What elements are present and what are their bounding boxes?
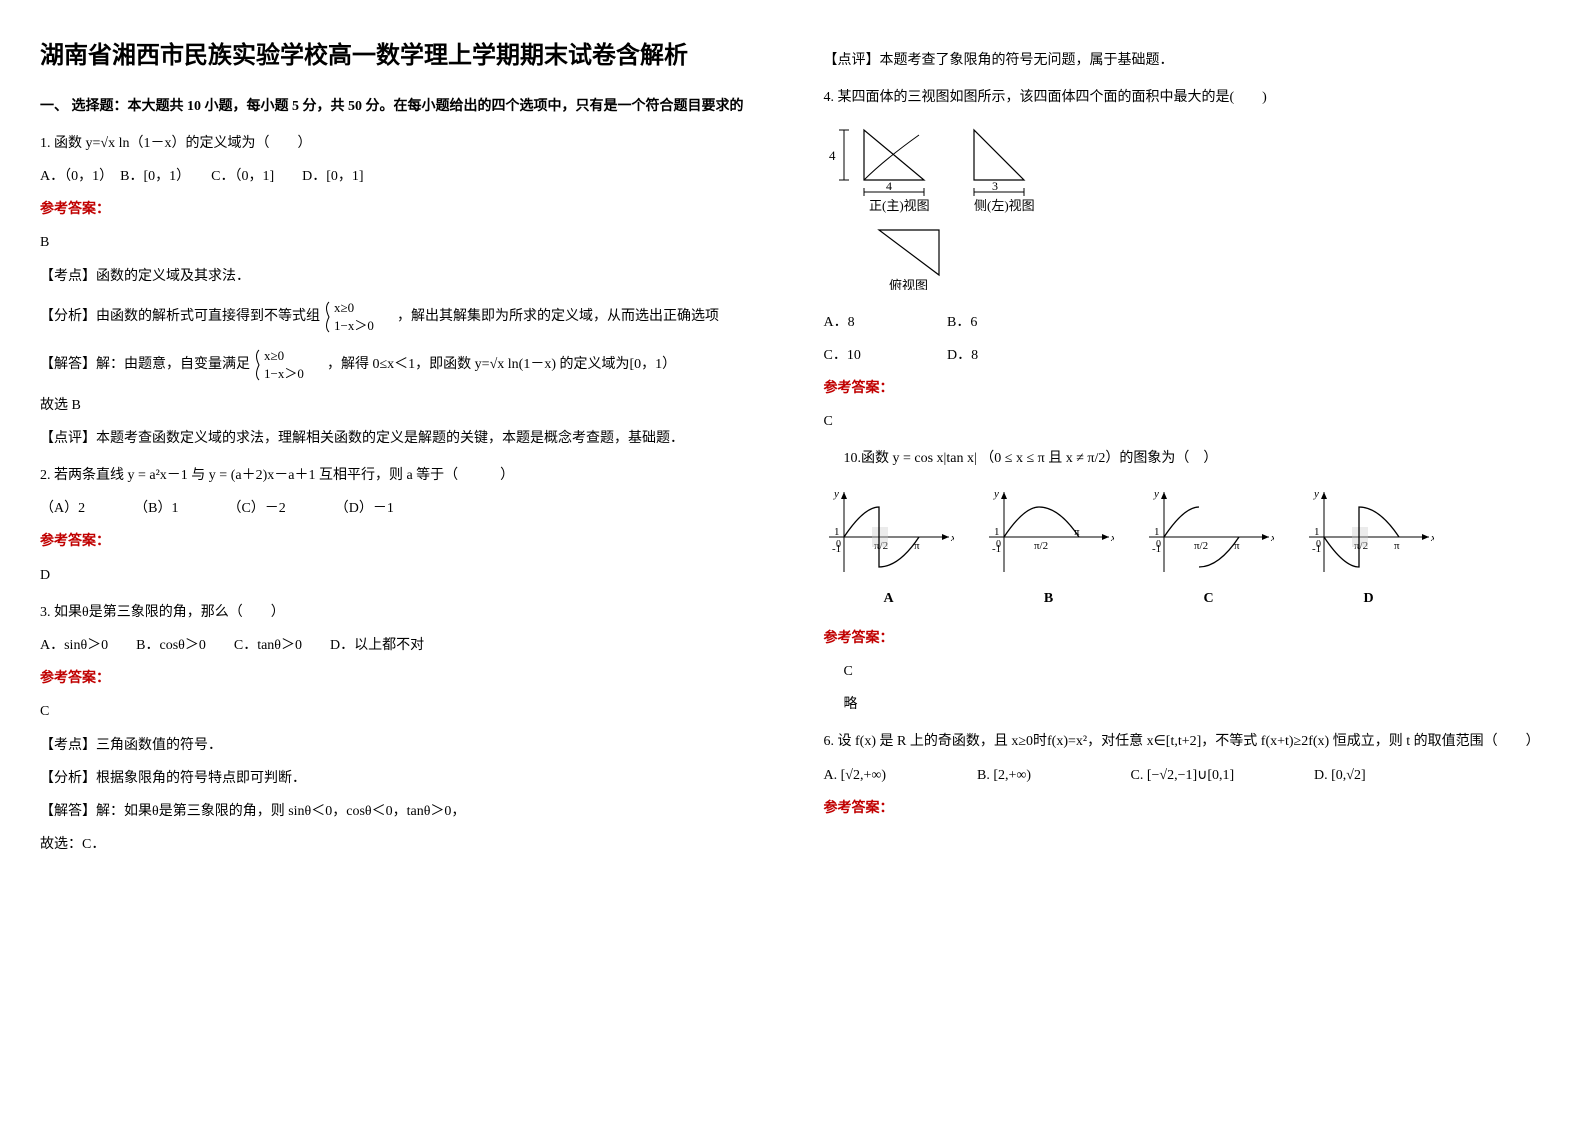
answer-label: 参考答案： — [824, 796, 1548, 821]
answer-label: 参考答案： — [40, 197, 764, 222]
q4-options-2: C．10 D．8 — [824, 343, 1548, 368]
svg-text:x≥0: x≥0 — [264, 348, 284, 363]
q6-optB: B. [2,+∞) — [977, 763, 1127, 788]
graph-b: x y 1 -1 0 π/2 π B — [984, 487, 1114, 611]
svg-text:x: x — [950, 532, 954, 544]
graph-a-label: A — [824, 586, 954, 611]
question-3: 3. 如果θ是第三象限的角，那么（ ） A．sinθ＞0 B．cosθ＞0 C．… — [40, 600, 764, 858]
front-view-label: 正(主)视图 — [869, 198, 930, 213]
svg-text:x: x — [1430, 532, 1434, 544]
q4-options: A．8 B．6 — [824, 310, 1548, 335]
svg-text:y: y — [993, 488, 999, 500]
q6-optD: D. [0,√2] — [1314, 768, 1366, 783]
q4-text: 4. 某四面体的三视图如图所示，该四面体四个面的面积中最大的是( ) — [824, 85, 1548, 110]
q4-optA: A．8 — [824, 310, 944, 335]
page-title: 湖南省湘西市民族实验学校高一数学理上学期期末试卷含解析 — [40, 40, 764, 74]
svg-text:π/2: π/2 — [1034, 540, 1048, 552]
q3-text: 3. 如果θ是第三象限的角，那么（ ） — [40, 600, 764, 625]
svg-text:y: y — [1153, 488, 1159, 500]
q3-review: 【点评】本题考查了象限角的符号无问题，属于基础题． — [824, 48, 1548, 73]
q3-exam-point: 【考点】三角函数值的符号． — [40, 733, 764, 758]
svg-text:1: 1 — [1314, 526, 1320, 538]
side-view-label: 侧(左)视图 — [974, 198, 1035, 213]
q1-analysis: 【分析】由函数的解析式可直接得到不等式组 x≥0 1−x＞0 ，解出其解集即为所… — [40, 297, 764, 337]
question-10: 10.函数 y = cos x|tan x| （0 ≤ x ≤ π 且 x ≠ … — [824, 446, 1548, 717]
q10-graphs: x y 1 -1 0 π/2 π A — [824, 487, 1548, 611]
q2-options: （A）2 （B）1 （C）－2 （D）－1 — [40, 496, 764, 521]
svg-text:y: y — [833, 488, 839, 500]
svg-text:x: x — [1270, 532, 1274, 544]
q4-optC: C．10 — [824, 343, 944, 368]
q6-options: A. [√2,+∞) B. [2,+∞) C. [−√2,−1]∪[0,1] D… — [824, 763, 1548, 788]
brace-icon: x≥0 1−x＞0 — [324, 297, 394, 337]
q10-note: 略 — [844, 692, 1548, 717]
svg-text:4: 4 — [829, 148, 836, 163]
svg-text:0: 0 — [1156, 539, 1161, 550]
q1-answer: B — [40, 230, 764, 255]
q1-solution: 【解答】解：由题意，自变量满足 x≥0 1−x＞0 ，解得 0≤x＜1，即函数 … — [40, 345, 764, 385]
svg-text:1: 1 — [1154, 526, 1160, 538]
svg-text:x: x — [1110, 532, 1114, 544]
question-1: 1. 函数 y=√x ln（1－x）的定义域为（ ） A．（0，1） B．[0，… — [40, 131, 764, 451]
q1-exam-point: 【考点】函数的定义域及其求法． — [40, 264, 764, 289]
q3-conclusion: 故选：C． — [40, 832, 764, 857]
answer-label: 参考答案： — [40, 666, 764, 691]
q6-optA: A. [√2,+∞) — [824, 763, 974, 788]
section-header: 一、 选择题：本大题共 10 小题，每小题 5 分，共 50 分。在每小题给出的… — [40, 94, 764, 119]
svg-text:0: 0 — [1316, 539, 1321, 550]
svg-text:π/2: π/2 — [1194, 540, 1208, 552]
q4-optD: D．8 — [947, 348, 978, 363]
question-4: 4. 某四面体的三视图如图所示，该四面体四个面的面积中最大的是( ) 4 — [824, 85, 1548, 434]
q1-review: 【点评】本题考查函数定义域的求法，理解相关函数的定义是解题的关键，本题是概念考查… — [40, 426, 764, 451]
svg-text:3: 3 — [992, 179, 998, 193]
svg-text:1: 1 — [834, 526, 840, 538]
question-6: 6. 设 f(x) 是 R 上的奇函数，且 x≥0时f(x)=x²，对任意 x∈… — [824, 729, 1548, 821]
q1-conclusion: 故选 B — [40, 393, 764, 418]
svg-text:1−x＞0: 1−x＞0 — [334, 318, 374, 333]
graph-c: x y 1 -1 0 π/2 π C — [1144, 487, 1274, 611]
q10-text: 10.函数 y = cos x|tan x| （0 ≤ x ≤ π 且 x ≠ … — [844, 446, 1548, 471]
q4-optB: B．6 — [947, 315, 977, 330]
q4-answer: C — [824, 409, 1548, 434]
svg-text:x≥0: x≥0 — [334, 300, 354, 315]
graph-d: x y 1 -1 0 π/2 π D — [1304, 487, 1434, 611]
svg-text:y: y — [1313, 488, 1319, 500]
answer-label: 参考答案： — [824, 376, 1548, 401]
svg-text:0: 0 — [996, 539, 1001, 550]
graph-a: x y 1 -1 0 π/2 π A — [824, 487, 954, 611]
brace-icon: x≥0 1−x＞0 — [254, 345, 324, 385]
graph-c-label: C — [1144, 586, 1274, 611]
svg-text:1−x＞0: 1−x＞0 — [264, 366, 304, 381]
top-view-label: 俯视图 — [889, 278, 928, 290]
q1-analysis-text: 【分析】由函数的解析式可直接得到不等式组 — [40, 309, 320, 324]
svg-text:1: 1 — [994, 526, 1000, 538]
three-views-figure: 4 4 3 正(主)视图 侧(左)视图 — [824, 120, 1548, 299]
q1-analysis-text-2: ，解出其解集即为所求的定义域，从而选出正确选项 — [397, 309, 719, 324]
q3-answer: C — [40, 699, 764, 724]
graph-b-label: B — [984, 586, 1114, 611]
q1-solution-text-2: ，解得 0≤x＜1，即函数 y=√x ln(1－x) 的定义域为[0，1） — [327, 357, 676, 372]
answer-label: 参考答案： — [40, 529, 764, 554]
q3-solution: 【解答】解：如果θ是第三象限的角，则 sinθ＜0，cosθ＜0，tanθ＞0， — [40, 799, 764, 824]
q2-text: 2. 若两条直线 y = a²x－1 与 y = (a＋2)x－a＋1 互相平行… — [40, 463, 764, 488]
q1-text: 1. 函数 y=√x ln（1－x）的定义域为（ ） — [40, 131, 764, 156]
q1-solution-text: 【解答】解：由题意，自变量满足 — [40, 357, 250, 372]
graph-d-label: D — [1304, 586, 1434, 611]
q10-answer: C — [844, 659, 1548, 684]
q6-optC: C. [−√2,−1]∪[0,1] — [1131, 763, 1311, 788]
q2-answer: D — [40, 563, 764, 588]
q3-options: A．sinθ＞0 B．cosθ＞0 C．tanθ＞0 D．以上都不对 — [40, 633, 764, 658]
q1-options: A．（0，1） B．[0，1） C．（0，1] D．[0，1] — [40, 164, 764, 189]
q6-text: 6. 设 f(x) 是 R 上的奇函数，且 x≥0时f(x)=x²，对任意 x∈… — [824, 729, 1548, 754]
q3-analysis: 【分析】根据象限角的符号特点即可判断． — [40, 766, 764, 791]
svg-text:π: π — [1394, 540, 1400, 552]
svg-text:4: 4 — [886, 179, 892, 193]
question-2: 2. 若两条直线 y = a²x－1 与 y = (a＋2)x－a＋1 互相平行… — [40, 463, 764, 588]
svg-text:0: 0 — [836, 539, 841, 550]
answer-label: 参考答案： — [824, 626, 1548, 651]
